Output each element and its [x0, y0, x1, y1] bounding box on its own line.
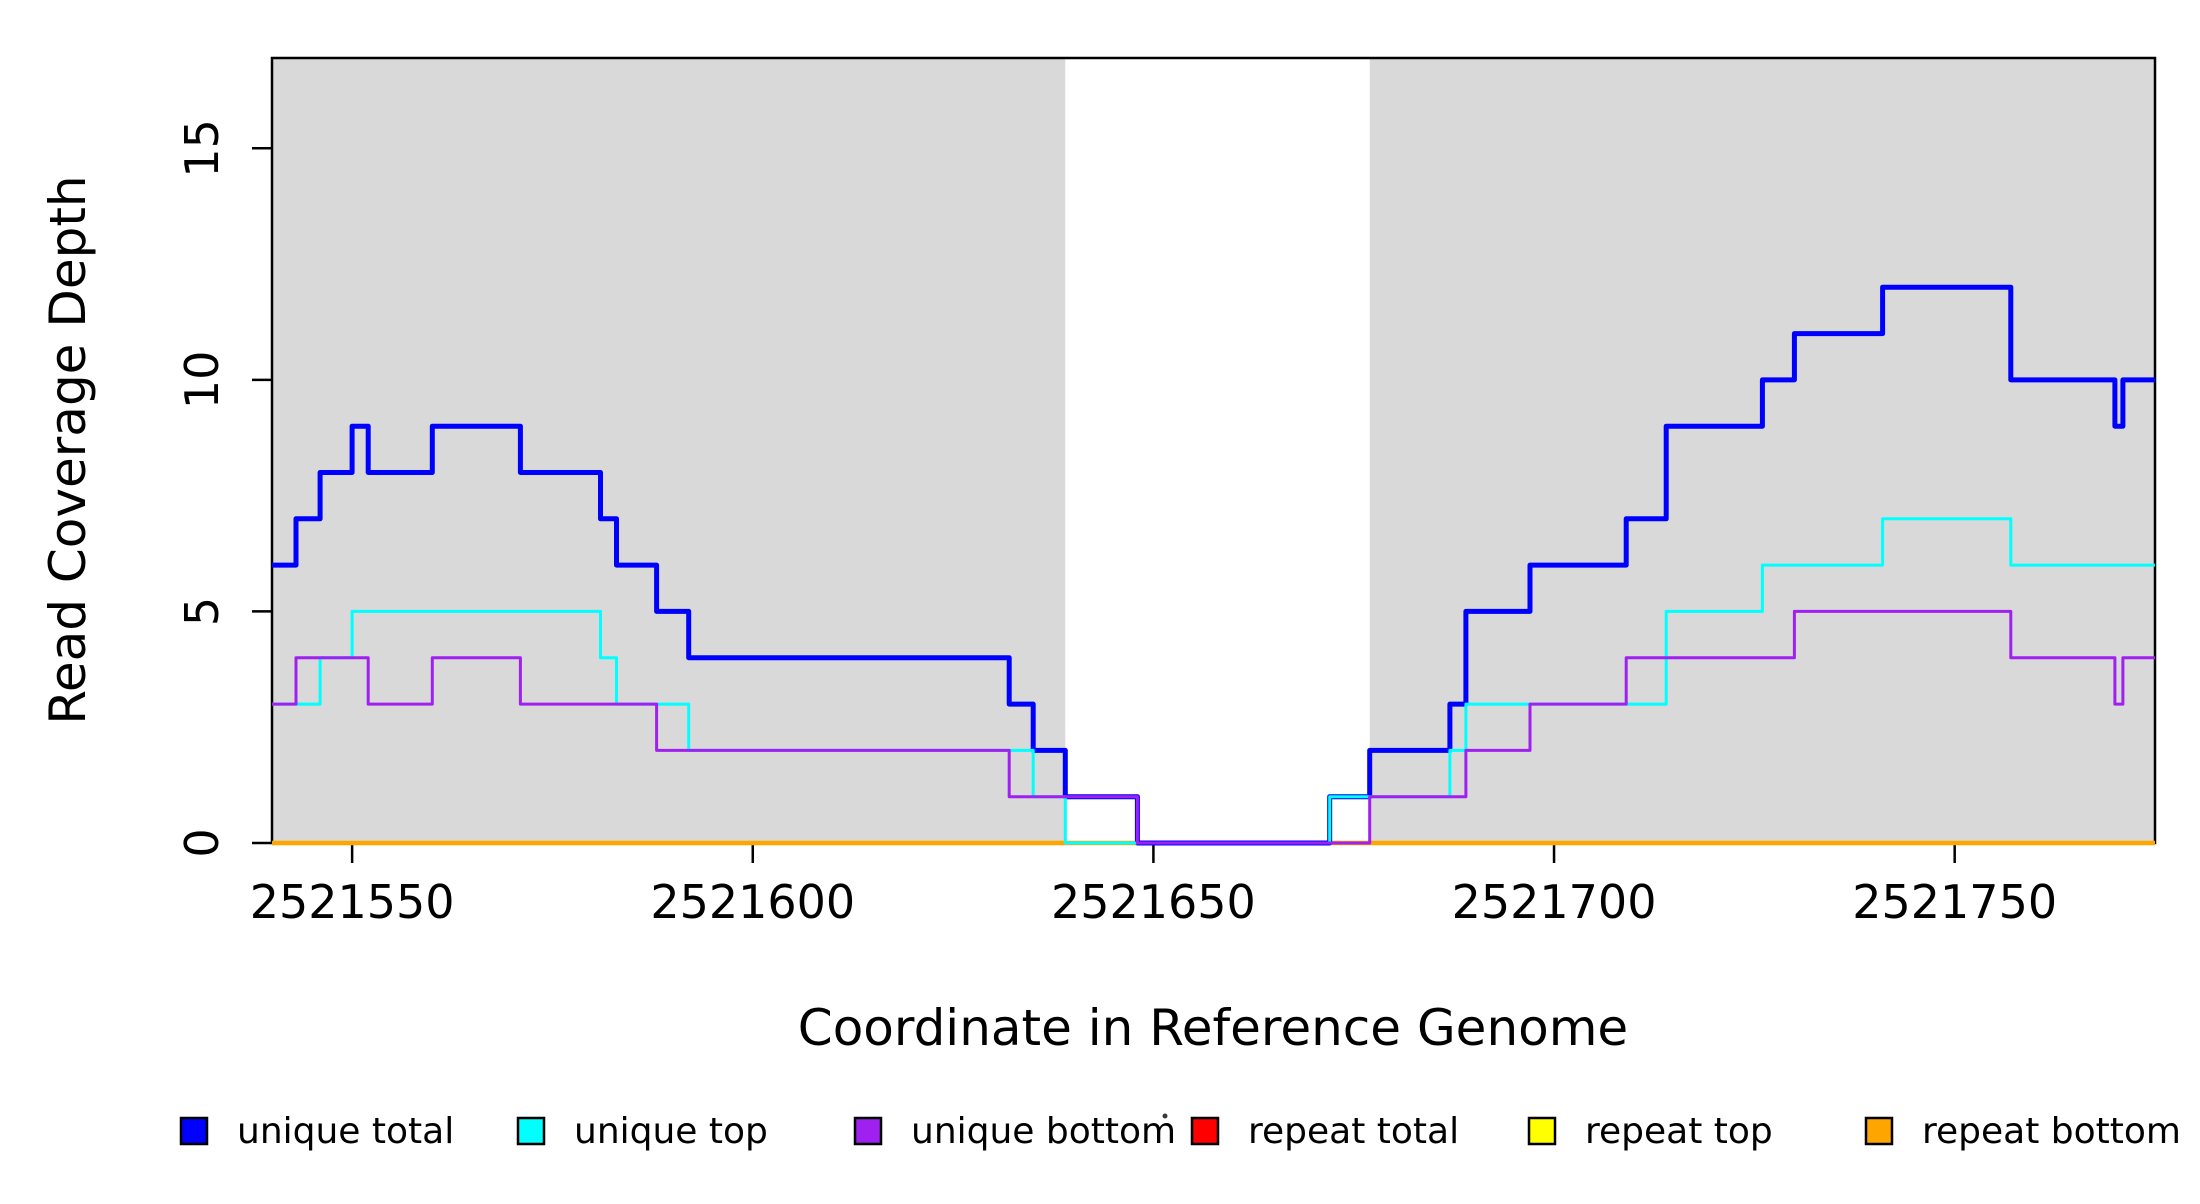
legend-item-repeat-top: repeat top: [1527, 1111, 1773, 1152]
series-lines: [272, 284, 2155, 846]
legend: unique total unique top unique bottom repea…: [179, 1111, 2181, 1152]
legend-label: unique total: [237, 1111, 454, 1152]
legend-label: unique top: [574, 1111, 768, 1152]
legend-item-unique-bottom: unique bottom: [853, 1111, 1176, 1152]
legend-swatch-unique-bottom: [853, 1116, 883, 1146]
y-tick-label: 5: [175, 597, 229, 626]
legend-swatch-unique-top: [516, 1116, 546, 1146]
series-line-unique-bottom: [272, 609, 2155, 845]
x-tick-label: 2521650: [1051, 875, 1256, 929]
legend-swatch-repeat-bottom: [1864, 1116, 1894, 1146]
stray-dot-artifact: [1162, 1113, 1168, 1119]
legend-item-unique-total: unique total: [179, 1111, 454, 1152]
legend-label: repeat top: [1585, 1111, 1773, 1152]
y-tick-label: 10: [175, 351, 229, 410]
y-axis-title: Read Coverage Depth: [39, 175, 97, 724]
legend-label: unique bottom: [911, 1111, 1176, 1152]
legend-label: repeat total: [1248, 1111, 1459, 1152]
y-tick-label: 15: [175, 119, 229, 178]
x-tick-label: 2521600: [650, 875, 855, 929]
legend-item-repeat-total: repeat total: [1190, 1111, 1459, 1152]
shaded-region-unique-alignability-right: [1369, 58, 2155, 843]
shaded-regions: [272, 58, 2155, 843]
x-axis-title: Coordinate in Reference Genome: [798, 999, 1628, 1057]
legend-swatch-unique-total: [179, 1116, 209, 1146]
legend-swatch-repeat-top: [1527, 1116, 1557, 1146]
legend-swatch-repeat-total: [1190, 1116, 1220, 1146]
x-tick-label: 2521700: [1452, 875, 1657, 929]
y-tick-label: 0: [175, 828, 229, 857]
legend-label: repeat bottom: [1922, 1111, 2181, 1152]
legend-item-repeat-bottom: repeat bottom: [1864, 1111, 2181, 1152]
x-axis: 2521550 2521600 2521650 2521700 2521750: [250, 844, 2057, 929]
x-tick-label: 2521750: [1852, 875, 2057, 929]
shaded-region-unique-alignability-left: [272, 58, 1066, 843]
x-tick-label: 2521550: [250, 875, 455, 929]
y-axis: 0 5 10 15: [175, 119, 271, 858]
legend-item-unique-top: unique top: [516, 1111, 768, 1152]
